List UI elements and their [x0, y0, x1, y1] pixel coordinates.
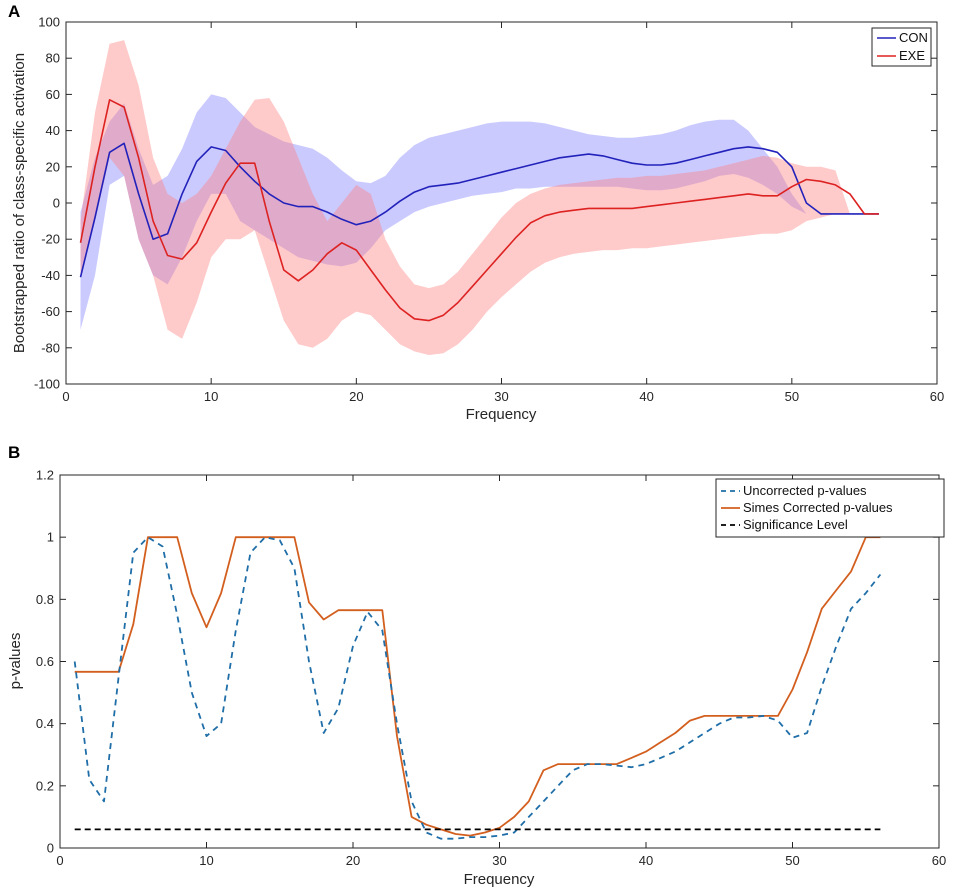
plot-b-x-tick-label: 60	[932, 853, 946, 868]
plot-a-y-tick-label: 40	[46, 123, 60, 138]
plot-b-ylabel: p-values	[7, 633, 24, 690]
plot-a-y-tick-label: -40	[41, 268, 60, 283]
plot-b-y-tick-label: 1.2	[36, 468, 54, 483]
plot-a-y-tick-label: -20	[41, 232, 60, 247]
legend-a-box	[871, 27, 932, 67]
plot-a-y-tick-label: -100	[34, 377, 60, 392]
plot-a-x-ticks: 0 10 20 30 40 50 60	[62, 22, 944, 404]
legend-b-box	[715, 478, 945, 538]
line-simes-corrected-p-values	[74, 536, 881, 837]
plot-a-frame	[65, 21, 938, 385]
plot-a-y-tick-label: 20	[46, 159, 60, 174]
plot-b-x-tick-label: 0	[56, 853, 63, 868]
panel-a-label: A	[8, 2, 20, 21]
plot-b-xlabel: Frequency	[464, 871, 535, 888]
plot-b-x-ticks: 0 10 20 30 40 50 60	[56, 475, 946, 868]
plot-b-x-tick-label: 40	[639, 853, 653, 868]
plot-b-y-ticks: 0 0.2 0.4 0.6 0.8 1 1.2	[36, 468, 939, 856]
plot-b-x-tick-label: 10	[199, 853, 213, 868]
plot-a-y-tick-label: 0	[53, 196, 60, 211]
line-uncorrected-p-values	[73, 536, 882, 840]
plot-b-y-tick-label: 0.6	[36, 654, 54, 669]
band-exe	[80, 40, 879, 355]
plot-a-xlabel: Frequency	[466, 406, 537, 423]
plot-b-lines	[73, 536, 882, 840]
plot-a-x-tick-label: 10	[204, 389, 218, 404]
plot-b-y-tick-label: 0	[47, 841, 54, 856]
plot-a-x-tick-label: 40	[639, 389, 653, 404]
legend-b-simes-label: Simes Corrected p-values	[743, 500, 893, 515]
plot-a-x-tick-label: 60	[930, 389, 944, 404]
plot-a-legend: CON EXE	[871, 27, 932, 67]
plot-a-y-tick-label: -60	[41, 304, 60, 319]
legend-a-con-label: CON	[899, 30, 928, 45]
plot-b-y-tick-label: 0.4	[36, 716, 54, 731]
plot-b-y-tick-label: 1	[47, 530, 54, 545]
legend-a-exe-label: EXE	[899, 48, 925, 63]
panel-b-label: B	[8, 443, 20, 462]
plot-a-lines	[79, 99, 879, 322]
band-con	[80, 94, 879, 330]
line-con	[79, 142, 879, 278]
panel-a: A 0 10 20 30 40 50 60 -100 -80 -60 -40 -20 0 20 40 60 8…	[8, 2, 944, 423]
plot-a-x-tick-label: 30	[494, 389, 508, 404]
plot-a-y-ticks: -100 -80 -60 -40 -20 0 20 40 60 80 100	[34, 15, 937, 392]
plot-b-legend: Uncorrected p-values Simes Corrected p-v…	[715, 478, 945, 538]
plot-a-y-tick-label: 100	[38, 15, 60, 30]
plot-a-y-tick-label: 60	[46, 87, 60, 102]
plot-a-y-tick-label: 80	[46, 51, 60, 66]
plot-a-x-tick-label: 20	[349, 389, 363, 404]
plot-b-x-tick-label: 30	[492, 853, 506, 868]
plot-b-y-tick-label: 0.2	[36, 778, 54, 793]
plot-a-x-tick-label: 50	[785, 389, 799, 404]
plot-a-ylabel: Bootstrapped ratio of class-specific act…	[11, 53, 28, 353]
plot-a-x-tick-label: 0	[62, 389, 69, 404]
legend-b-significance-label: Significance Level	[743, 517, 848, 532]
panel-b: B 0 10 20 30 40 50 60 0 0.2 0.4 0.6 0.8 1 1.2 Freque…	[7, 443, 946, 888]
plot-b-y-tick-label: 0.8	[36, 592, 54, 607]
legend-b-uncorrected-label: Uncorrected p-values	[743, 483, 867, 498]
plot-a-y-tick-label: -80	[41, 340, 60, 355]
plot-b-x-tick-label: 20	[346, 853, 360, 868]
plot-b-x-tick-label: 50	[785, 853, 799, 868]
line-exe	[79, 99, 879, 322]
plot-a-bands	[80, 40, 879, 355]
